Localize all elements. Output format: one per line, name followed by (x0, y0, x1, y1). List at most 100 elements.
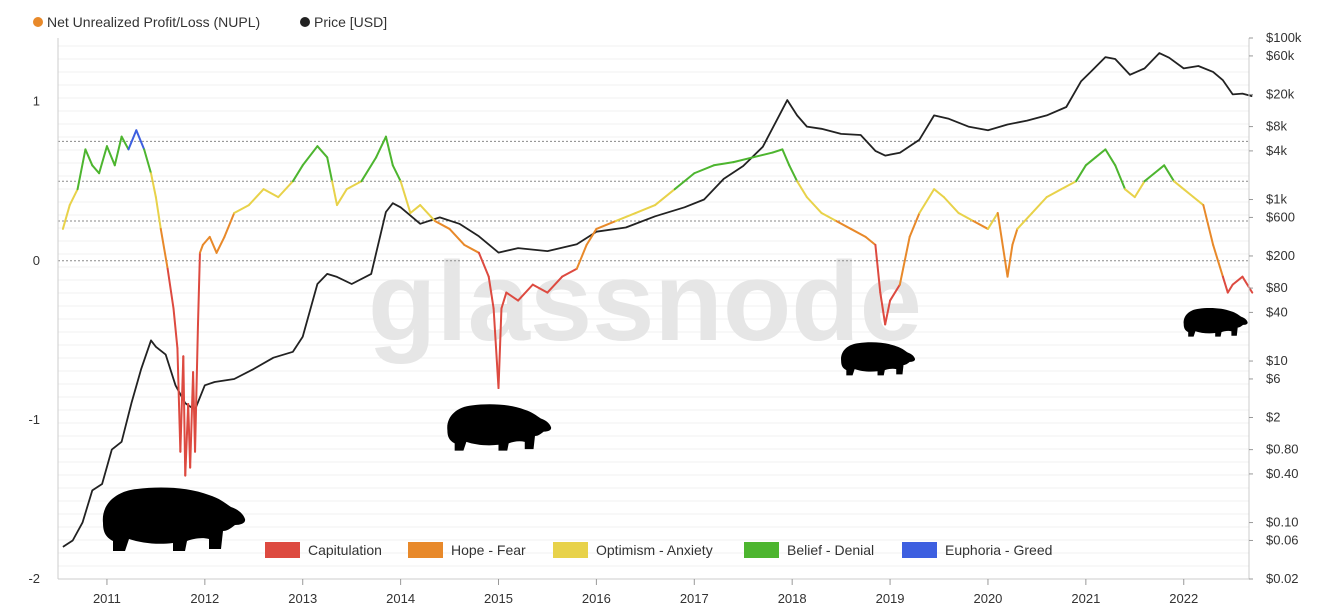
nupl-segment (113, 135, 123, 167)
nupl-segment (84, 148, 94, 167)
nupl-segment (1094, 148, 1107, 159)
x-tick-label: 2014 (386, 591, 415, 606)
nupl-segment (198, 243, 204, 254)
y-right-tick-label: $200 (1266, 248, 1295, 263)
nupl-segment (1124, 188, 1136, 199)
nupl-segment (595, 219, 617, 230)
nupl-segment (166, 267, 175, 310)
x-tick-label: 2017 (680, 591, 709, 606)
legend-label[interactable]: Net Unrealized Profit/Loss (NUPL) (47, 14, 260, 30)
nupl-segment (208, 235, 218, 254)
nupl-segment (262, 188, 280, 199)
y-right-tick-label: $2 (1266, 409, 1280, 424)
nupl-segment (879, 291, 887, 326)
x-tick-label: 2022 (1169, 591, 1198, 606)
x-tick-label: 2012 (190, 591, 219, 606)
bear-icon (841, 342, 916, 376)
nupl-segment (399, 180, 412, 215)
nupl-segment (500, 291, 508, 310)
nupl-segment (517, 283, 534, 302)
nupl-segment (1031, 196, 1048, 215)
nupl-segment (634, 204, 657, 215)
nupl-segment (247, 188, 265, 207)
nupl-segment (331, 180, 338, 207)
zone-label: Belief - Denial (787, 542, 874, 558)
nupl-line-layer (61, 129, 1254, 477)
y-right-tick-label: $1k (1266, 192, 1287, 207)
price-series-line (62, 52, 1253, 548)
nupl-segment (448, 227, 466, 246)
nupl-segment (127, 129, 138, 151)
nupl-segment (1060, 180, 1078, 191)
y-right-tick-label: $80 (1266, 280, 1288, 295)
nupl-segment (972, 219, 989, 230)
nupl-segment (849, 227, 867, 238)
nupl-segment (1104, 148, 1117, 167)
nupl-segment (409, 204, 422, 215)
x-tick-label: 2015 (484, 591, 513, 606)
zone-swatch (902, 542, 937, 558)
nupl-segment (360, 156, 378, 183)
nupl-segment (201, 235, 211, 246)
nupl-segment (986, 212, 999, 230)
zone-label: Capitulation (308, 542, 382, 558)
nupl-segment (98, 145, 108, 175)
nupl-segment (1192, 196, 1205, 207)
nupl-segment (105, 145, 116, 167)
nupl-segment (835, 219, 852, 230)
nupl-segment (820, 212, 838, 222)
nupl-segment (291, 164, 304, 183)
nupl-segment (752, 151, 774, 159)
nupl-segment (159, 227, 169, 270)
legend-marker (300, 17, 310, 27)
zone-swatch (408, 542, 443, 558)
nupl-segment (419, 204, 436, 222)
nupl-segment (1212, 243, 1224, 278)
nupl-segment (781, 148, 791, 167)
nupl-segment (585, 227, 598, 246)
zone-label: Optimism - Anxiety (596, 542, 713, 558)
legend-marker (33, 17, 43, 27)
zone-swatch (744, 542, 779, 558)
nupl-segment (1202, 204, 1215, 246)
nupl-segment (1226, 283, 1234, 294)
nupl-segment (1221, 275, 1229, 294)
x-tick-label: 2011 (93, 591, 121, 606)
nupl-segment (1045, 188, 1063, 199)
bear-icons (102, 308, 1248, 551)
nupl-segment (492, 307, 500, 390)
nupl-segment (654, 188, 676, 207)
nupl-segment (1231, 275, 1244, 286)
nupl-segment (120, 135, 130, 151)
y-right-tick-label: $6 (1266, 371, 1280, 386)
top-legend: Net Unrealized Profit/Loss (NUPL) Price [… (33, 14, 387, 30)
nupl-segment (143, 148, 152, 175)
zone-label: Euphoria - Greed (945, 542, 1052, 558)
y-right-tick-label: $40 (1266, 304, 1288, 319)
nupl-segment (1153, 164, 1166, 175)
nupl-segment (1182, 188, 1195, 199)
nupl-segment (223, 212, 236, 238)
nupl-segment (796, 180, 808, 199)
nupl-segment (182, 355, 187, 477)
nupl-segment (277, 180, 294, 199)
nupl-segment (154, 196, 162, 230)
y-right-tick-label: $60k (1266, 48, 1295, 63)
nupl-segment (1075, 164, 1087, 183)
x-tick-label: 2019 (876, 591, 905, 606)
y-right-tick-label: $0.80 (1266, 442, 1299, 457)
nupl-segment (864, 235, 877, 246)
nupl-segment (531, 283, 549, 294)
nupl-segment (1006, 243, 1014, 278)
nupl-segment (874, 243, 882, 294)
nupl-segment (1016, 212, 1034, 230)
nupl-segment (732, 156, 755, 164)
y-left-tick-label: 1 (33, 94, 40, 109)
legend-label[interactable]: Price [USD] (314, 14, 387, 30)
zone-threshold-lines (58, 140, 1249, 262)
nupl-segment (505, 291, 520, 302)
nupl-segment (391, 164, 402, 183)
bear-icon (447, 404, 552, 451)
nupl-segment (561, 267, 578, 278)
nupl-segment (805, 196, 823, 215)
